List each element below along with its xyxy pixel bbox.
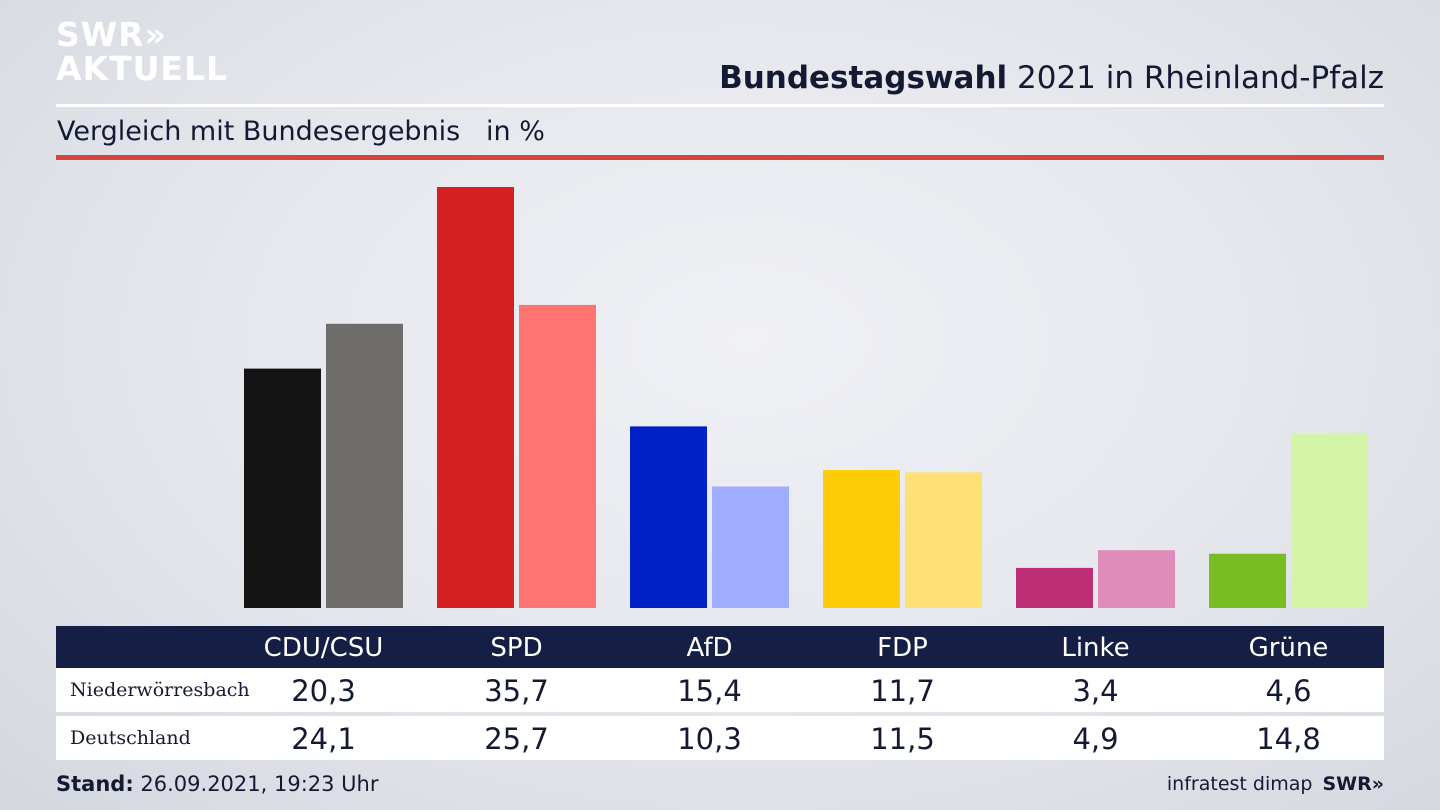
logo-chevrons-icon: »: [144, 15, 166, 54]
subtitle-divider: [56, 155, 1384, 160]
stand-timestamp: Stand: 26.09.2021, 19:23 Uhr: [56, 770, 379, 798]
value-fdp-deutschland: 11,5: [870, 722, 935, 756]
table-row-niederwoerresbach: Niederwörresbach 20,3 35,7 15,4 11,7 3,4 4,6: [56, 668, 1384, 712]
value-spd-niederw-rresbach: 35,7: [484, 674, 549, 708]
value-spd-deutschland: 25,7: [484, 722, 549, 756]
logo-aktuell: AKTUELL: [56, 49, 229, 88]
value-afd-niederw-rresbach: 15,4: [677, 674, 742, 708]
header-spd: SPD: [490, 633, 543, 663]
header-linke: Linke: [1061, 633, 1130, 663]
value-cdu-csu-niederw-rresbach: 20,3: [291, 674, 356, 708]
title-rest: 2021 in Rheinland-Pfalz: [1007, 60, 1384, 96]
header-afd: AfD: [686, 633, 733, 663]
swr-aktuell-logo: SWR» AKTUELL: [56, 18, 228, 86]
row-label: Niederwörresbach: [70, 679, 250, 701]
value-cdu-csu-deutschland: 24,1: [291, 722, 356, 756]
header-fdp: FDP: [877, 633, 928, 663]
bar-spd-deutschland: [519, 304, 596, 608]
value-linke-niederw-rresbach: 3,4: [1072, 674, 1119, 708]
source-credit: infratest dimap SWR»: [1167, 770, 1384, 798]
bar-afd-niederw-rresbach: [630, 426, 707, 608]
chart-subtitle: Vergleich mit Bundesergebnis in %: [57, 116, 545, 147]
value-gr-ne-deutschland: 14,8: [1256, 722, 1321, 756]
stand-value: 26.09.2021, 19:23 Uhr: [133, 772, 379, 796]
page-title: Bundestagswahl 2021 in Rheinland-Pfalz: [719, 58, 1384, 98]
title-bold: Bundestagswahl: [719, 60, 1008, 96]
value-afd-deutschland: 10,3: [677, 722, 742, 756]
logo-swr: SWR: [56, 15, 145, 54]
stand-label: Stand:: [56, 772, 134, 796]
bar-cdu-csu-niederw-rresbach: [244, 368, 321, 608]
header-gr-ne: Grüne: [1248, 633, 1329, 663]
bar-spd-niederw-rresbach: [437, 187, 514, 608]
bar-fdp-niederw-rresbach: [823, 470, 900, 608]
value-gr-ne-niederw-rresbach: 4,6: [1265, 674, 1312, 708]
bar-afd-deutschland: [712, 486, 789, 608]
table-header-row: CDU/CSU SPD AfD FDP Linke Grüne: [56, 626, 1384, 668]
bar-gr-ne-deutschland: [1291, 433, 1368, 608]
row-label: Deutschland: [70, 727, 191, 749]
results-table: CDU/CSU SPD AfD FDP Linke Grüne Niederwörresb…: [56, 626, 1384, 760]
table-row-deutschland: Deutschland 24,1 25,7 10,3 11,5 4,9 14,8: [56, 716, 1384, 760]
bar-linke-niederw-rresbach: [1016, 567, 1093, 608]
header-cdu-csu: CDU/CSU: [263, 633, 384, 663]
value-fdp-niederw-rresbach: 11,7: [870, 674, 935, 708]
swr-footer-logo: SWR»: [1322, 773, 1384, 795]
source-name: infratest dimap: [1166, 773, 1313, 795]
title-divider: [56, 104, 1384, 107]
bar-cdu-csu-deutschland: [326, 323, 403, 608]
bar-linke-deutschland: [1098, 550, 1175, 608]
bar-gr-ne-niederw-rresbach: [1209, 553, 1286, 608]
value-linke-deutschland: 4,9: [1072, 722, 1119, 756]
bar-fdp-deutschland: [905, 472, 982, 608]
